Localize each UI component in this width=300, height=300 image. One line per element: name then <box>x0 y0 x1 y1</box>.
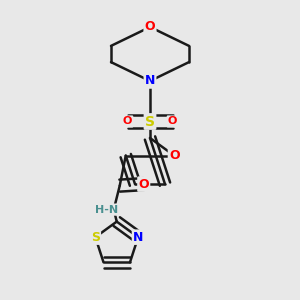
Text: S: S <box>145 115 155 128</box>
Text: O: O <box>123 116 132 127</box>
Text: N: N <box>133 231 143 244</box>
Text: O: O <box>169 149 180 162</box>
Text: O: O <box>145 20 155 34</box>
Text: H-N: H-N <box>95 205 118 214</box>
Text: O: O <box>138 178 149 190</box>
Text: O: O <box>168 116 177 127</box>
Text: S: S <box>91 231 100 244</box>
Text: N: N <box>145 74 155 88</box>
